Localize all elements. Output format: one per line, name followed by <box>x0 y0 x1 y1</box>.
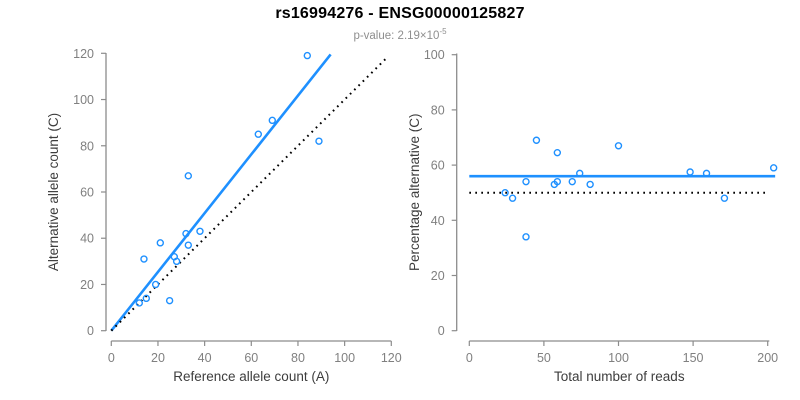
data-point <box>686 168 694 176</box>
data-point <box>720 194 729 202</box>
x-tick-label: 50 <box>537 351 551 365</box>
y-tick-label: 0 <box>438 324 445 338</box>
data-point <box>142 294 151 303</box>
x-tick-label: 120 <box>381 351 402 365</box>
data-point <box>254 130 262 138</box>
y-tick-label: 80 <box>80 139 94 153</box>
data-point <box>315 137 323 145</box>
identity-line <box>110 57 388 332</box>
regression-line <box>110 53 332 332</box>
data-point <box>268 116 276 125</box>
data-point <box>702 169 711 178</box>
p-value-text: p-value: 2.19×10 <box>353 29 440 42</box>
x-tick-label: 20 <box>151 351 165 365</box>
y-tick-label: 60 <box>431 159 445 173</box>
x-tick-label: 150 <box>683 351 704 365</box>
x-tick-label: 0 <box>108 351 115 365</box>
page-title: rs16994276 - ENSG00000125827 <box>275 5 525 22</box>
x-tick-label: 200 <box>757 351 778 365</box>
data-point <box>156 239 165 247</box>
data-point <box>303 51 311 60</box>
y-tick-label: 80 <box>431 103 445 117</box>
data-point <box>196 227 204 235</box>
percentage-vs-reads-scatter: 0 50 100 150 200 0 20 40 60 80 100 Total number of … <box>407 48 778 384</box>
data-point <box>522 233 530 241</box>
y-tick-label: 0 <box>87 324 94 338</box>
data-point <box>184 172 193 180</box>
allele-count-scatter: 0 20 40 60 80 100 120 0 20 40 60 80 100 120 Reference … <box>46 47 402 384</box>
x-tick-label: 100 <box>608 351 629 365</box>
data-point <box>614 142 623 150</box>
y-tick-label: 60 <box>80 186 94 200</box>
data-point <box>553 148 562 157</box>
x-tick-label: 40 <box>198 351 212 365</box>
x-tick-label: 0 <box>466 351 473 365</box>
p-value-exponent: -5 <box>439 27 447 36</box>
y-tick-label: 40 <box>431 214 445 228</box>
data-point <box>586 180 594 189</box>
data-point <box>184 241 193 249</box>
data-point <box>508 194 517 202</box>
data-point <box>576 169 584 178</box>
data-point <box>769 164 778 172</box>
y-tick-label: 100 <box>424 48 445 62</box>
y-tick-label: 40 <box>80 232 94 246</box>
data-point <box>151 280 160 289</box>
data-point <box>501 188 509 197</box>
y-tick-label: 20 <box>80 278 94 292</box>
y-axis-title: Alternative allele count (C) <box>46 113 61 271</box>
y-axis-title: Percentage alternative (C) <box>407 113 422 271</box>
data-point <box>522 177 530 186</box>
x-axis-title: Reference allele count (A) <box>173 369 329 384</box>
x-tick-label: 100 <box>334 351 355 365</box>
p-value-subtitle: p-value: 2.19×10-5 <box>0 27 800 42</box>
data-point <box>553 177 562 186</box>
x-tick-label: 80 <box>291 351 305 365</box>
data-point <box>532 136 541 144</box>
data-point <box>140 255 148 263</box>
data-point <box>165 296 174 305</box>
y-tick-label: 20 <box>431 269 445 283</box>
y-tick-label: 100 <box>73 93 94 107</box>
y-tick-label: 120 <box>73 47 94 61</box>
data-point <box>135 299 144 307</box>
x-axis-title: Total number of reads <box>554 369 685 384</box>
data-point <box>172 257 181 266</box>
data-point <box>568 177 576 186</box>
x-tick-label: 60 <box>244 351 258 365</box>
data-point <box>182 229 190 238</box>
